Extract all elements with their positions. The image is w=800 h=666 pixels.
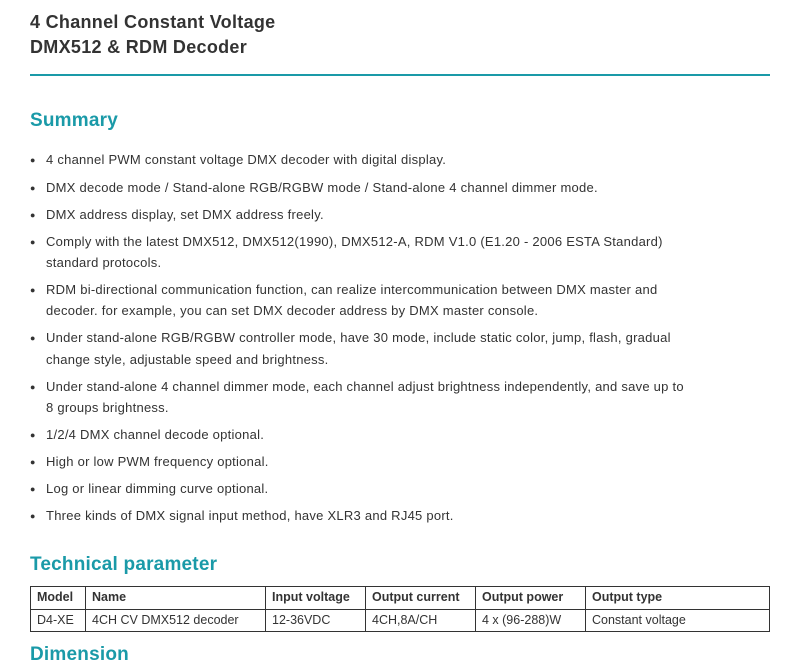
list-item: 4 channel PWM constant voltage DMX decod… (30, 150, 770, 170)
list-item-text: Under stand-alone RGB/RGBW controller mo… (46, 330, 671, 345)
cell: 12-36VDC (266, 609, 366, 632)
list-item: Under stand-alone 4 channel dimmer mode,… (30, 377, 770, 418)
list-item-text: High or low PWM frequency optional. (46, 454, 269, 469)
document-title: 4 Channel Constant Voltage DMX512 & RDM … (30, 10, 770, 60)
cell: D4-XE (31, 609, 86, 632)
list-item: Comply with the latest DMX512, DMX512(19… (30, 232, 770, 273)
list-item: RDM bi-directional communication functio… (30, 280, 770, 321)
list-item-text: 1/2/4 DMX channel decode optional. (46, 427, 264, 442)
list-item-text: RDM bi-directional communication functio… (46, 282, 657, 297)
table-header-row: Model Name Input voltage Output current … (31, 587, 770, 610)
title-line-1: 4 Channel Constant Voltage (30, 10, 770, 35)
list-item: DMX decode mode / Stand-alone RGB/RGBW m… (30, 178, 770, 198)
list-item-text: Three kinds of DMX signal input method, … (46, 508, 454, 523)
col-header: Output type (586, 587, 770, 610)
col-header: Model (31, 587, 86, 610)
title-line-2: DMX512 & RDM Decoder (30, 35, 770, 60)
list-item-text-cont: 8 groups brightness. (46, 398, 770, 418)
technical-table: Model Name Input voltage Output current … (30, 586, 770, 632)
cell: 4CH CV DMX512 decoder (86, 609, 266, 632)
cell: 4CH,8A/CH (366, 609, 476, 632)
table-row: D4-XE 4CH CV DMX512 decoder 12-36VDC 4CH… (31, 609, 770, 632)
col-header: Input voltage (266, 587, 366, 610)
cell: Constant voltage (586, 609, 770, 632)
summary-heading: Summary (30, 110, 770, 132)
col-header: Output current (366, 587, 476, 610)
list-item-text: Log or linear dimming curve optional. (46, 481, 268, 496)
cell: 4 x (96-288)W (476, 609, 586, 632)
list-item: DMX address display, set DMX address fre… (30, 205, 770, 225)
list-item-text: DMX address display, set DMX address fre… (46, 207, 324, 222)
list-item-text: DMX decode mode / Stand-alone RGB/RGBW m… (46, 180, 598, 195)
list-item-text-cont: standard protocols. (46, 253, 770, 273)
list-item: 1/2/4 DMX channel decode optional. (30, 425, 770, 445)
list-item: Under stand-alone RGB/RGBW controller mo… (30, 328, 770, 369)
list-item-text: Under stand-alone 4 channel dimmer mode,… (46, 379, 684, 394)
summary-list: 4 channel PWM constant voltage DMX decod… (30, 150, 770, 526)
title-divider (30, 74, 770, 76)
list-item-text: Comply with the latest DMX512, DMX512(19… (46, 234, 663, 249)
list-item: Log or linear dimming curve optional. (30, 479, 770, 499)
list-item: High or low PWM frequency optional. (30, 452, 770, 472)
col-header: Name (86, 587, 266, 610)
list-item: Three kinds of DMX signal input method, … (30, 506, 770, 526)
dimension-heading: Dimension (30, 644, 770, 666)
list-item-text-cont: decoder. for example, you can set DMX de… (46, 301, 770, 321)
list-item-text-cont: change style, adjustable speed and brigh… (46, 350, 770, 370)
technical-heading: Technical parameter (30, 554, 770, 576)
list-item-text: 4 channel PWM constant voltage DMX decod… (46, 152, 446, 167)
col-header: Output power (476, 587, 586, 610)
